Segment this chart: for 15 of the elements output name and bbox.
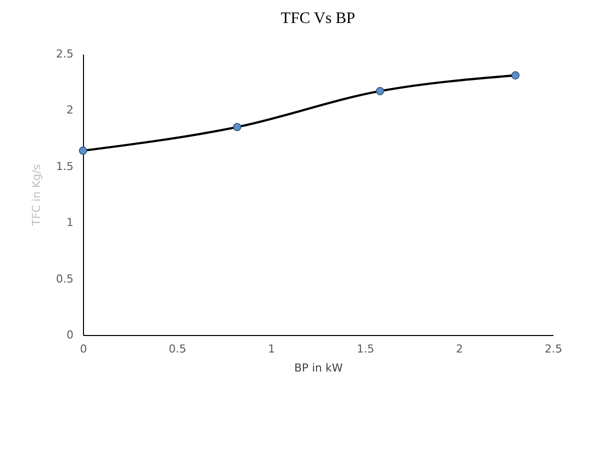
- chart-title: TFC Vs BP: [280, 10, 356, 27]
- y-tick-label: 2: [66, 104, 74, 117]
- x-axis-title: BP in kW: [294, 362, 343, 374]
- x-tick-label: 0.5: [168, 342, 186, 356]
- y-tick-label: 0.5: [56, 272, 74, 286]
- y-tick-label: 0: [66, 328, 74, 342]
- y-tick-label: 1: [66, 216, 74, 230]
- y-tick-label: 1.5: [56, 160, 74, 173]
- y-tick-label: 2.5: [56, 48, 74, 60]
- x-tick-label: 1.5: [356, 342, 374, 356]
- x-tick-label: 2.5: [544, 342, 562, 356]
- x-tick-label: 2: [456, 342, 463, 356]
- y-axis-title: TFC in Kg/s: [30, 164, 44, 227]
- x-tick-label: 1: [268, 342, 275, 356]
- x-tick-label: 0: [80, 342, 87, 356]
